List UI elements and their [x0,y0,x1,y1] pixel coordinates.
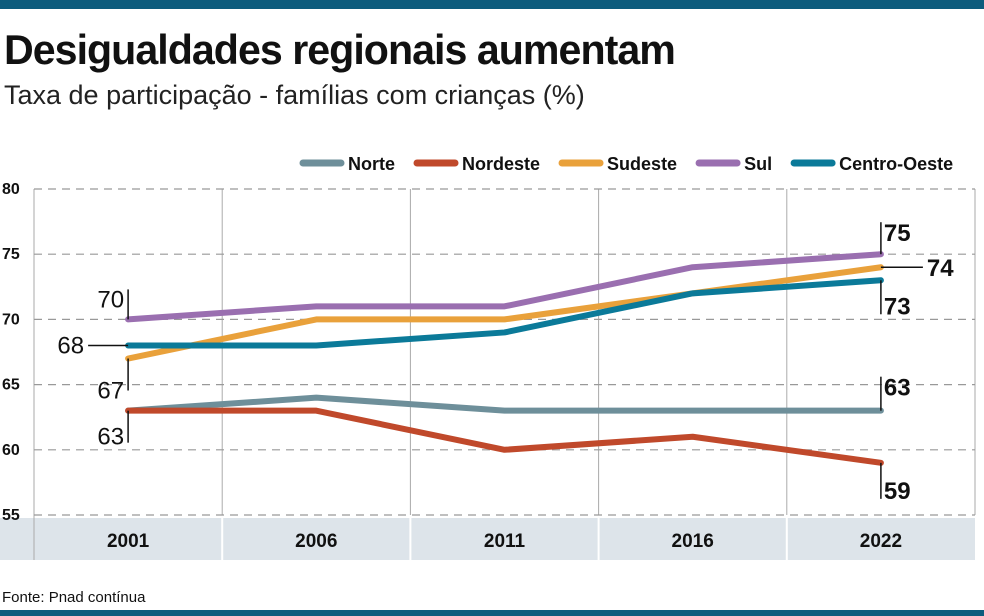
legend-label: Sudeste [607,154,677,174]
end-label-norte: 63 [884,375,911,402]
x-tick-label: 2016 [672,531,714,552]
legend-label: Centro-Oeste [839,154,953,174]
legend-label: Sul [744,154,772,174]
start-label-centro-oeste: 68 [57,332,84,359]
start-label-sul: 70 [97,286,124,313]
y-tick-label: 70 [2,311,20,328]
chart-subtitle: Taxa de participação - famílias com cria… [4,80,585,110]
start-label-norte-nordeste: 63 [97,424,124,451]
y-tick-label: 55 [2,507,20,524]
x-tick-label: 2022 [860,531,902,552]
top-bar [0,0,984,9]
series-line-nordeste [125,407,884,466]
end-label-centro-oeste: 73 [884,293,911,320]
chart-title: Desigualdades regionais aumentam [4,26,676,73]
end-label-nordeste: 59 [884,478,911,505]
legend-label: Norte [348,154,395,174]
x-axis-band [0,518,975,560]
x-tick-label: 2006 [295,531,337,552]
x-tick-label: 2001 [107,531,150,552]
y-tick-label: 75 [2,246,20,263]
source-note: Fonte: Pnad contínua [2,589,146,606]
x-tick-label: 2011 [484,531,526,552]
end-label-sul: 75 [884,220,911,247]
y-tick-label: 65 [2,377,20,394]
bottom-bar [0,610,984,616]
y-tick-label: 60 [2,442,20,459]
y-tick-label: 80 [2,181,20,198]
legend-label: Nordeste [462,154,540,174]
end-label-sudeste: 74 [927,255,954,282]
start-label-sudeste: 67 [97,378,124,405]
